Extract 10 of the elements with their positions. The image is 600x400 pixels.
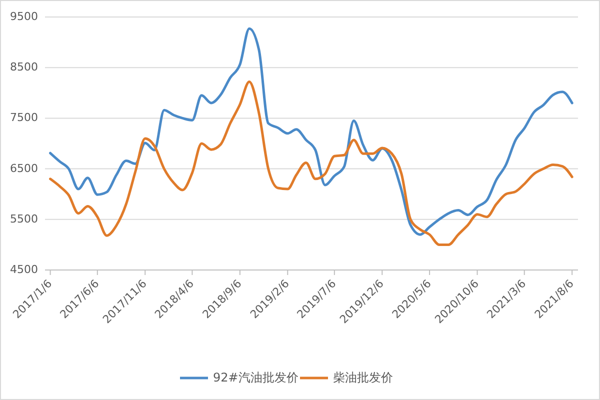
y-tick-label: 4500 — [10, 263, 38, 276]
line-series — [49, 27, 574, 236]
legend-label: 92#汽油批发价 — [213, 370, 298, 384]
y-tick-label: 9500 — [10, 10, 38, 24]
y-tick-label: 8500 — [10, 60, 38, 74]
legend-label: 柴油批发价 — [333, 370, 393, 384]
y-tick-label: 6500 — [10, 162, 38, 175]
line-series — [49, 80, 574, 246]
y-tick-label: 7500 — [10, 111, 38, 124]
y-tick-label: 5500 — [10, 212, 38, 226]
